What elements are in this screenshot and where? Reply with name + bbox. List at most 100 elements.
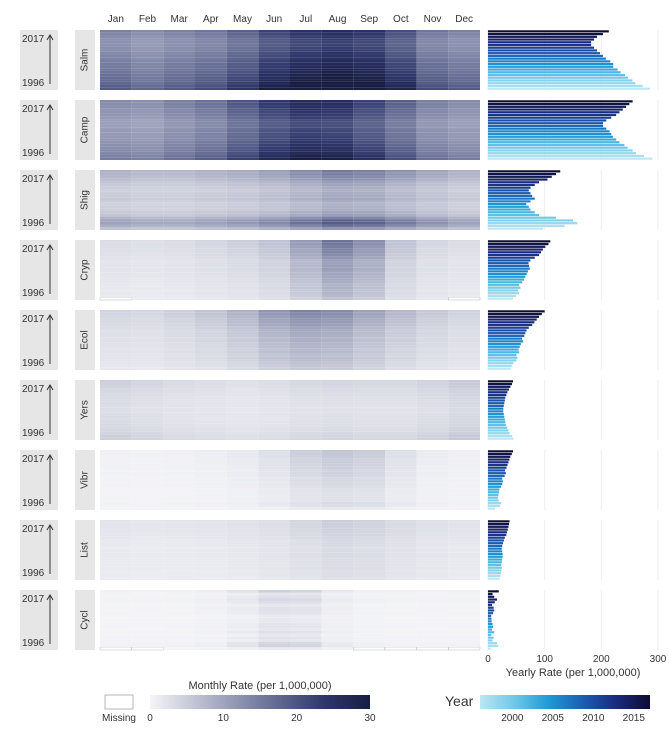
heatmap-cell: [353, 321, 385, 324]
yearly-rate-bar: [488, 278, 524, 280]
heatmap-cell: [385, 225, 417, 228]
heatmap-cell: [132, 103, 164, 106]
heatmap-cell: [195, 534, 227, 537]
yearly-rate-bar: [488, 329, 527, 331]
heatmap-cell: [385, 483, 417, 486]
heatmap-cell: [258, 267, 290, 270]
heatmap-cell: [290, 472, 322, 475]
yearly-rate-bar: [488, 52, 600, 54]
heatmap-cell: [258, 634, 290, 637]
heatmap-cell: [322, 332, 354, 335]
heatmap-cell: [100, 108, 132, 111]
heatmap-cell: [100, 119, 132, 122]
heatmap-cell: [132, 181, 164, 184]
heatmap-cell: [132, 138, 164, 141]
heatmap-cell: [132, 49, 164, 52]
heatmap-cell: [163, 175, 195, 178]
heatmap-cell: [132, 68, 164, 71]
heatmap-cell: [290, 243, 322, 246]
heatmap-cell: [290, 135, 322, 138]
heatmap-cell: [417, 337, 449, 340]
heatmap-cell: [163, 108, 195, 111]
heatmap-cell: [322, 127, 354, 130]
heatmap-cell: [258, 642, 290, 645]
pathogen-label: Yers: [80, 400, 91, 420]
heatmap-cell: [290, 407, 322, 410]
pathogen-label: Salm: [80, 49, 91, 72]
heatmap-cell: [100, 82, 132, 85]
heatmap-cell: [290, 133, 322, 136]
heatmap-cell: [353, 44, 385, 47]
heatmap-cell: [417, 475, 449, 478]
heatmap-cell: [448, 432, 480, 435]
heatmap-cell: [290, 111, 322, 114]
heatmap-cell: [417, 46, 449, 49]
heatmap-cell: [195, 30, 227, 33]
heatmap-cell: [385, 240, 417, 243]
heatmap-cell: [100, 343, 132, 346]
heatmap-cell: [100, 184, 132, 187]
heatmap-cell: [100, 485, 132, 488]
heatmap-cell: [322, 114, 354, 117]
heatmap-cell: [132, 612, 164, 615]
heatmap-cell: [132, 71, 164, 74]
heatmap-cell: [132, 35, 164, 38]
heatmap-cell: [100, 362, 132, 365]
heatmap-cell: [290, 227, 322, 230]
heatmap-cell: [227, 466, 259, 469]
heatmap-cell: [290, 536, 322, 539]
heatmap-cell: [100, 483, 132, 486]
heatmap-cell: [417, 477, 449, 480]
heatmap-cell: [417, 612, 449, 615]
heatmap-cell: [385, 321, 417, 324]
heatmap-cell: [227, 295, 259, 298]
heatmap-cell: [353, 324, 385, 327]
heatmap-cell: [417, 87, 449, 90]
heatmap-cell: [322, 520, 354, 523]
heatmap-cell: [353, 615, 385, 618]
heatmap-cell: [448, 240, 480, 243]
heatmap-cell: [163, 488, 195, 491]
heatmap-cell: [353, 410, 385, 413]
heatmap-cell: [290, 388, 322, 391]
heatmap-cell: [417, 601, 449, 604]
heatmap-cell: [353, 505, 385, 508]
heatmap-cell: [353, 421, 385, 424]
heatmap-cell: [322, 593, 354, 596]
heatmap-cell: [258, 523, 290, 526]
heatmap-cell: [322, 542, 354, 545]
heatmap-cell: [417, 122, 449, 125]
heatmap-cell: [448, 318, 480, 321]
heatmap-cell: [290, 321, 322, 324]
heatmap-cell: [353, 30, 385, 33]
heatmap-cell: [227, 275, 259, 278]
heatmap-cell: [132, 464, 164, 467]
heatmap-cell: [100, 385, 132, 388]
heatmap-cell: [100, 615, 132, 618]
heatmap-cell: [353, 82, 385, 85]
heatmap-cell: [163, 200, 195, 203]
yearly-rate-bar: [488, 195, 532, 197]
heatmap-cell: [448, 466, 480, 469]
heatmap-cell: [290, 30, 322, 33]
heatmap-cell: [258, 388, 290, 391]
heatmap-cell: [322, 329, 354, 332]
heatmap-cell: [258, 405, 290, 408]
heatmap-cell: [385, 555, 417, 558]
heatmap-cell: [385, 458, 417, 461]
heatmap-cell: [195, 63, 227, 66]
heatmap-cell: [385, 606, 417, 609]
heatmap-cell: [100, 205, 132, 208]
heatmap-cell: [385, 542, 417, 545]
heatmap-cell: [195, 146, 227, 149]
yearly-rate-bar: [488, 318, 537, 320]
yearly-rate-bar: [488, 561, 502, 563]
heatmap-cell: [417, 396, 449, 399]
heatmap-cell: [448, 380, 480, 383]
heatmap-cell: [417, 267, 449, 270]
heatmap-cell: [385, 326, 417, 329]
heatmap-cell: [417, 634, 449, 637]
heatmap-cell: [385, 631, 417, 634]
heatmap-cell: [385, 219, 417, 222]
heatmap-cell: [417, 461, 449, 464]
